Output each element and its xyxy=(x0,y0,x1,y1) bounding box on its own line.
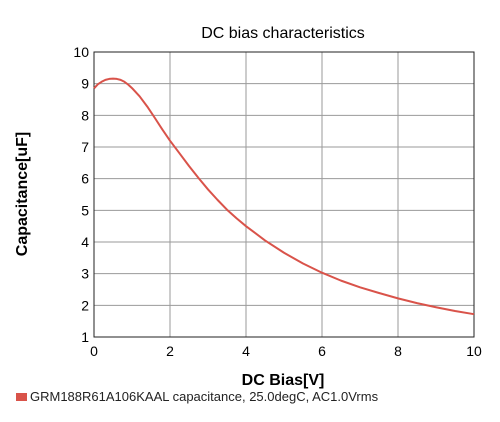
y-tick-label: 1 xyxy=(81,329,89,345)
y-ticks: 1 2 3 4 5 6 7 8 9 10 xyxy=(73,44,89,345)
y-tick-label: 4 xyxy=(81,234,89,250)
x-tick-label: 8 xyxy=(394,343,402,359)
x-tick-label: 10 xyxy=(466,343,482,359)
x-ticks: 0 2 4 6 8 10 xyxy=(90,343,482,359)
y-tick-label: 5 xyxy=(81,202,89,218)
plot-border xyxy=(93,51,475,338)
y-tick-label: 6 xyxy=(81,171,89,187)
series-group xyxy=(93,77,475,316)
chart-title: DC bias characteristics xyxy=(201,25,365,42)
plot-area xyxy=(94,52,474,337)
y-tick-label: 9 xyxy=(81,76,89,92)
y-axis-label: Capacitance[uF] xyxy=(14,132,31,256)
x-tick-label: 2 xyxy=(166,343,174,359)
x-tick-label: 4 xyxy=(242,343,250,359)
x-tick-label: 0 xyxy=(90,343,98,359)
legend-label: GRM188R61A106KAAL capacitance, 25.0degC,… xyxy=(30,389,379,404)
y-tick-label: 3 xyxy=(81,266,89,282)
legend: GRM188R61A106KAAL capacitance, 25.0degC,… xyxy=(16,389,378,404)
x-axis-label: DC Bias[V] xyxy=(242,372,325,389)
x-tick-label: 6 xyxy=(318,343,326,359)
y-tick-label: 2 xyxy=(81,297,89,313)
y-tick-label: 7 xyxy=(81,139,89,155)
y-tick-label: 8 xyxy=(81,107,89,123)
legend-swatch xyxy=(16,392,27,401)
y-tick-label: 10 xyxy=(73,44,89,60)
series-line xyxy=(93,77,475,316)
